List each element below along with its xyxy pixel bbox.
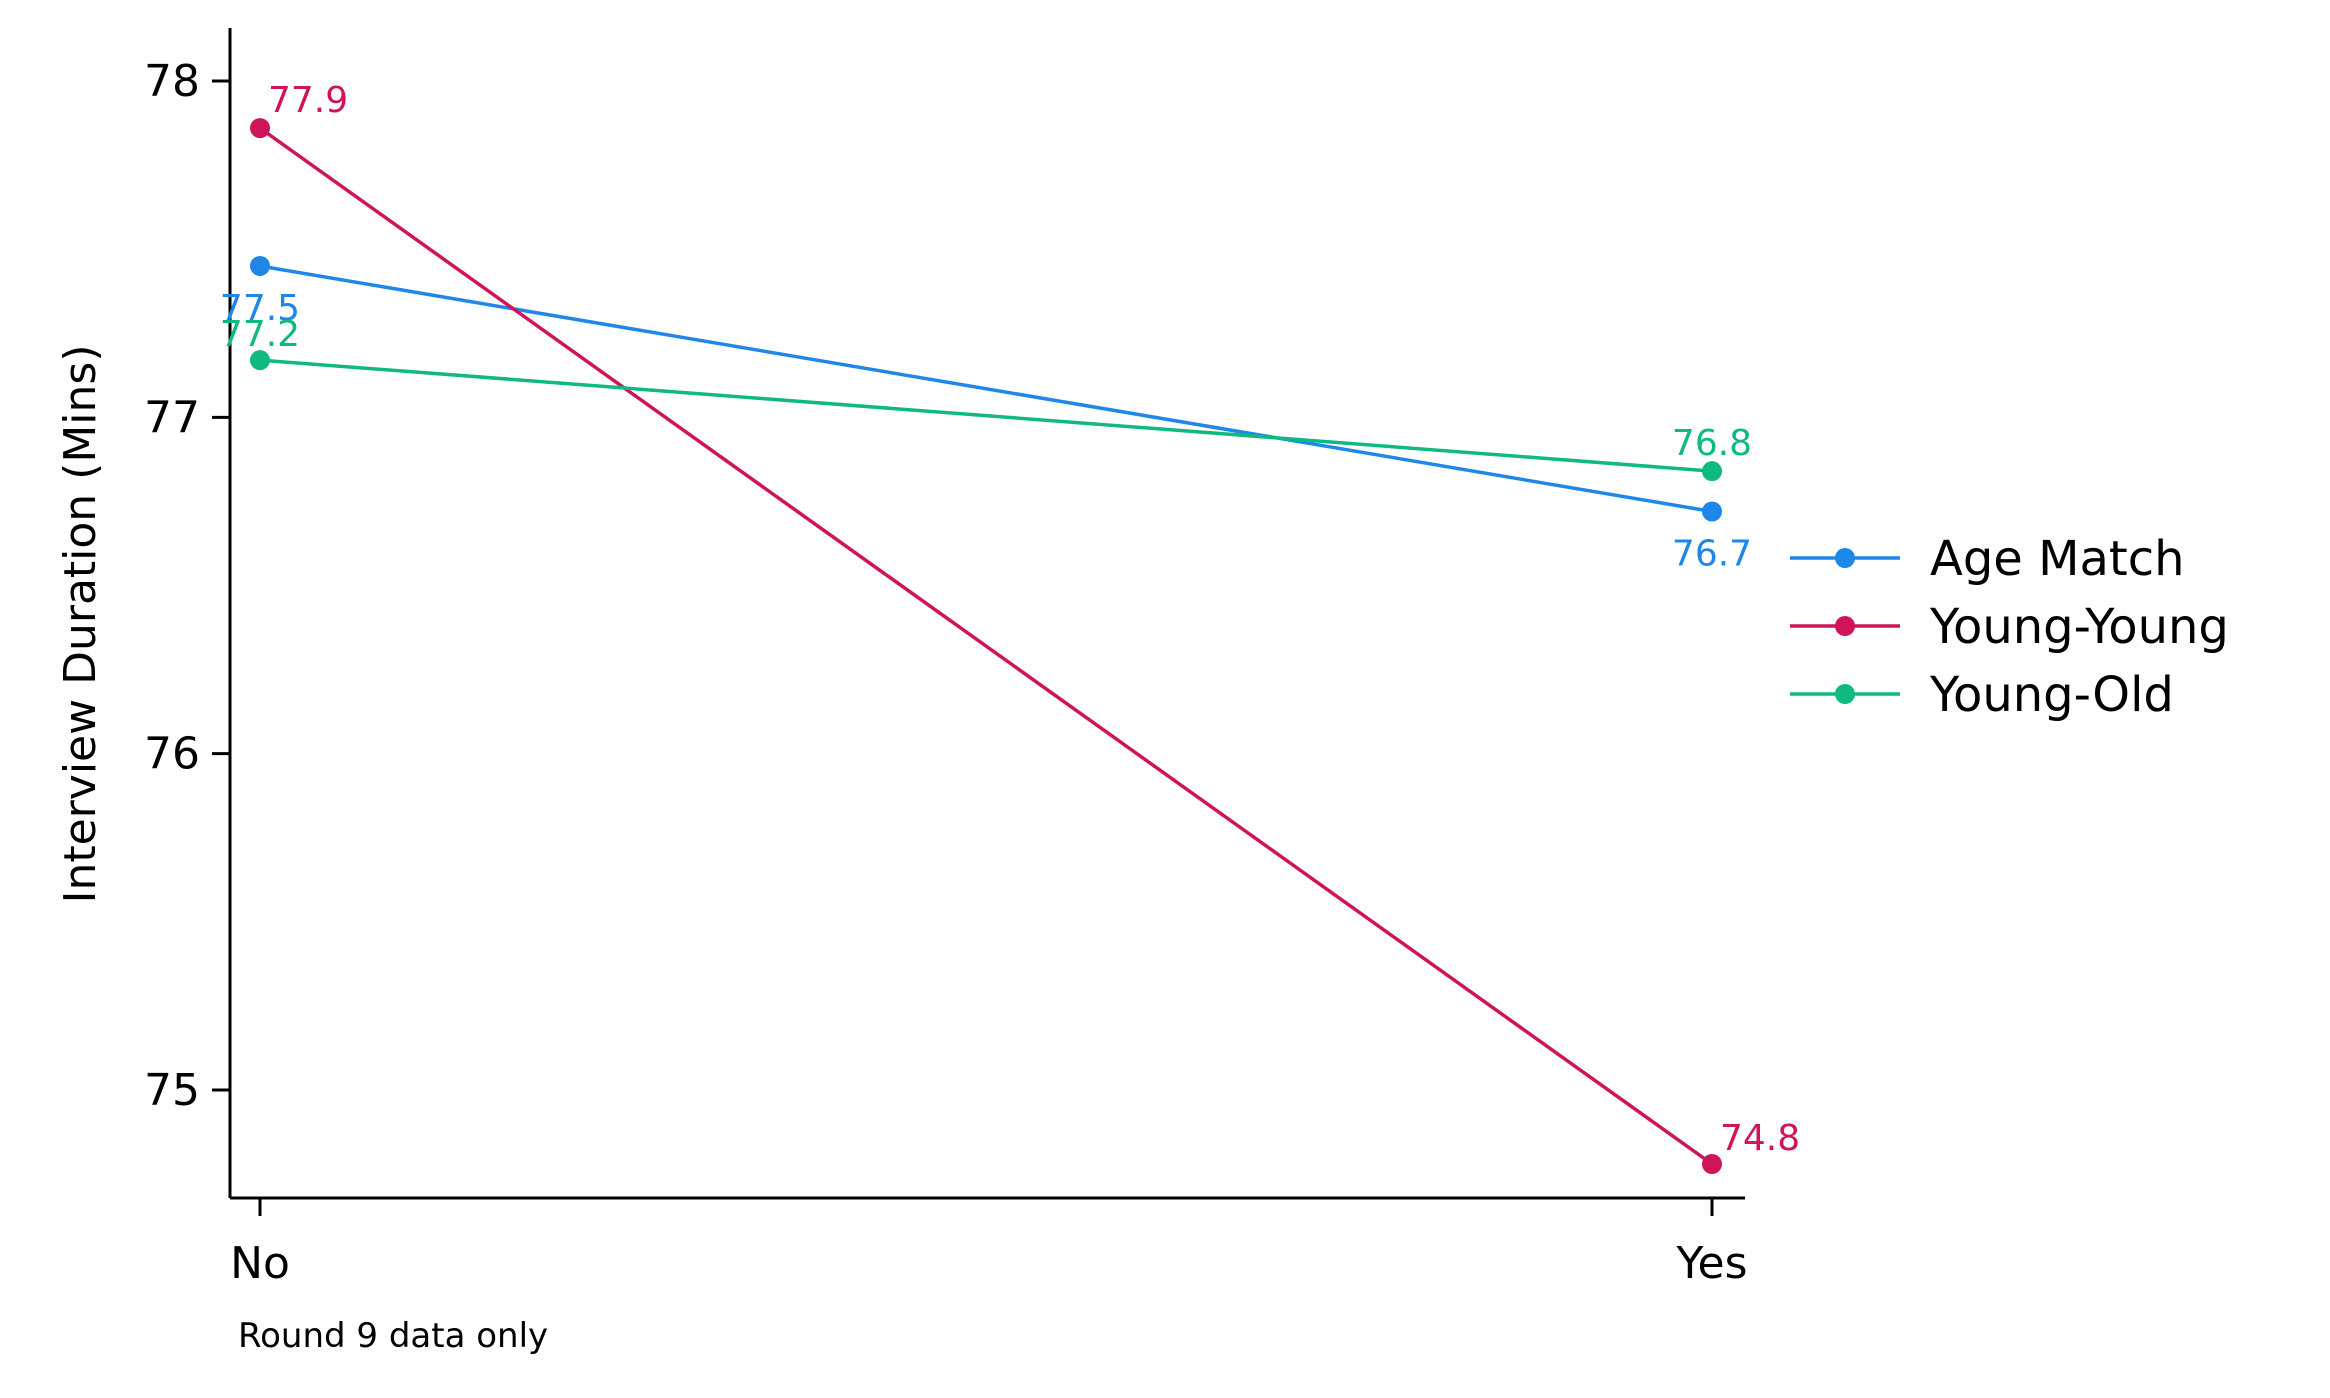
- y-tick-label: 76: [144, 729, 200, 780]
- data-label: 74.8: [1720, 1118, 1800, 1159]
- data-point: [1702, 1153, 1722, 1174]
- x-tick-label: No: [230, 1238, 290, 1289]
- data-label: 77.5: [220, 288, 300, 329]
- y-tick-label: 78: [144, 56, 200, 107]
- legend-marker: [1835, 616, 1855, 636]
- legend-item: Young-Old: [1790, 667, 2174, 723]
- series-age-match: 77.5 76.7: [220, 255, 1752, 575]
- data-point: [1702, 501, 1722, 522]
- x-tick-label: Yes: [1675, 1238, 1747, 1289]
- legend-label: Age Match: [1930, 531, 2185, 587]
- legend-item: Young-Young: [1790, 599, 2229, 655]
- legend-label: Young-Old: [1929, 667, 2174, 723]
- data-point: [1702, 461, 1722, 482]
- legend-marker: [1835, 684, 1855, 704]
- y-tick-label: 77: [144, 392, 200, 443]
- axes: [228, 28, 1745, 1200]
- legend-item: Age Match: [1790, 531, 2185, 587]
- legend-marker: [1835, 548, 1855, 568]
- series-line: [259, 358, 1713, 473]
- y-tick-label: 75: [144, 1065, 200, 1116]
- series-young-young: 77.9 74.8: [250, 80, 1800, 1174]
- data-point: [250, 350, 270, 371]
- legend-label: Young-Young: [1929, 599, 2229, 655]
- series-line: [259, 264, 1713, 514]
- data-point: [250, 118, 270, 139]
- y-ticks: 75 76 77 78: [144, 56, 230, 1116]
- legend: Age Match Young-Young Young-Old: [1790, 531, 2229, 723]
- series-line: [258, 126, 1714, 1166]
- series-young-old: 77.2 76.8: [220, 314, 1752, 482]
- data-label: 77.2: [220, 314, 300, 355]
- data-label: 77.9: [268, 80, 348, 121]
- data-point: [250, 255, 270, 276]
- series-layer: 77.5 76.7 77.9 74.8 77.2 76.8: [220, 80, 1800, 1174]
- y-axis-title: Interview Duration (Mins): [55, 344, 106, 903]
- data-label: 76.7: [1672, 534, 1752, 575]
- data-label: 76.8: [1672, 423, 1752, 464]
- chart-note: Round 9 data only: [238, 1316, 548, 1356]
- x-ticks: No Yes: [230, 1198, 1748, 1289]
